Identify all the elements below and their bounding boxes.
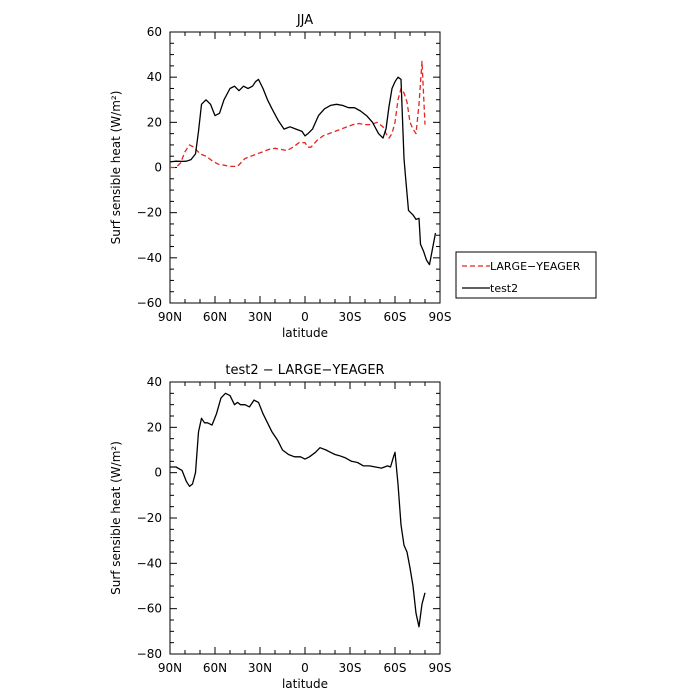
y-tick-label: −40 — [137, 251, 162, 265]
y-tick-label: 0 — [154, 161, 162, 175]
y-axis-label: Surf sensible heat (W/m²) — [109, 441, 123, 595]
plot-frame — [169, 381, 441, 655]
legend-label: LARGE−YEAGER — [490, 260, 581, 273]
y-tick-label: −20 — [137, 511, 162, 525]
x-tick-label: 30S — [339, 310, 362, 324]
legend-label: test2 — [490, 282, 518, 295]
x-tick-label: 0 — [301, 661, 309, 675]
x-tick-label: 90S — [429, 661, 452, 675]
y-tick-label: 40 — [147, 375, 162, 389]
x-tick-label: 90S — [429, 310, 452, 324]
chart-title: test2 − LARGE−YEAGER — [225, 363, 384, 378]
chart-title: JJA — [296, 13, 313, 28]
top-panel-jja: JJA 90N 60N 30N 0 30S 60S 90S −60 −40 −20 0 20 40 60 la… — [109, 13, 597, 340]
series-line-difference — [170, 392, 426, 628]
y-tick-label: 0 — [154, 466, 162, 480]
plot-frame — [169, 31, 441, 304]
x-tick-label: 90N — [158, 310, 182, 324]
y-tick-label: −80 — [137, 647, 162, 661]
y-axis-label: Surf sensible heat (W/m²) — [109, 91, 123, 245]
y-tick-label: −60 — [137, 296, 162, 310]
x-tick-label: 60N — [203, 310, 227, 324]
x-axis-label: latitude — [282, 326, 328, 340]
x-tick-label: 90N — [158, 661, 182, 675]
y-tick-label: 60 — [147, 25, 162, 39]
legend-box — [455, 251, 597, 299]
series-line-test2 — [169, 76, 437, 266]
x-tick-label: 0 — [301, 310, 309, 324]
y-tick-label: −40 — [137, 556, 162, 570]
x-tick-label: 60S — [384, 310, 407, 324]
x-tick-label: 60S — [384, 661, 407, 675]
x-tick-label: 30N — [248, 310, 272, 324]
bottom-panel-difference: test2 − LARGE−YEAGER 90N 60N 30N 0 30S 60S 90S −… — [109, 363, 451, 691]
x-tick-label: 30N — [248, 661, 272, 675]
x-tick-label: 30S — [339, 661, 362, 675]
series-line-large-yeager — [170, 60, 426, 169]
y-tick-label: 40 — [147, 70, 162, 84]
y-tick-label: −60 — [137, 602, 162, 616]
y-tick-label: 20 — [147, 420, 162, 434]
y-tick-label: 20 — [147, 115, 162, 129]
y-tick-label: −20 — [137, 206, 162, 220]
x-tick-label: 60N — [203, 661, 227, 675]
x-axis-label: latitude — [282, 677, 328, 691]
